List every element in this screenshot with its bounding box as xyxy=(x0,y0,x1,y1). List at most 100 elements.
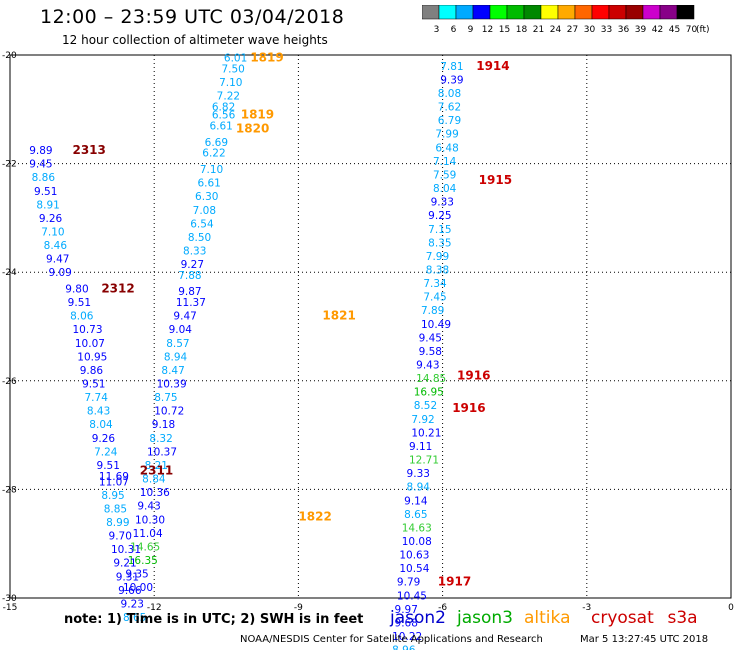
wave-height-label: 9.97 xyxy=(395,604,418,616)
wave-height-label: 8.47 xyxy=(161,365,184,377)
satellite-key-cryosat: cryosat xyxy=(591,608,654,628)
wave-height-label: 6.61 xyxy=(197,178,220,190)
generation-timestamp: Mar 5 13:27:45 UTC 2018 xyxy=(580,634,709,645)
wave-height-label: 10.54 xyxy=(399,563,429,575)
pass-time-label: 1820 xyxy=(236,121,269,135)
wave-height-label: 9.51 xyxy=(68,297,91,309)
wave-height-label: 9.33 xyxy=(407,468,430,480)
wave-height-label: 9.43 xyxy=(137,501,160,513)
y-tick-label: -30 xyxy=(2,594,17,604)
wave-height-label: 8.85 xyxy=(104,503,127,515)
y-tick-label: -22 xyxy=(2,160,17,170)
wave-height-label: 9.66 xyxy=(118,585,142,597)
wave-height-label: 10.22 xyxy=(392,631,422,643)
wave-height-label: 7.22 xyxy=(217,91,240,103)
wave-height-label: 6.22 xyxy=(202,148,225,160)
chart-title: 12:00 – 23:59 UTC 03/04/2018 xyxy=(40,6,345,28)
wave-height-label: 10.31 xyxy=(111,544,141,556)
wave-height-label: 8.04 xyxy=(433,183,457,195)
wave-height-label: 12.71 xyxy=(409,455,439,467)
wave-height-label: 9.45 xyxy=(419,332,442,344)
wave-height-label: 8.33 xyxy=(183,245,206,257)
chart-subtitle: 12 hour collection of altimeter wave hei… xyxy=(62,33,328,47)
wave-height-label: 9.25 xyxy=(428,210,451,222)
wave-height-label: 7.81 xyxy=(440,61,463,73)
wave-height-label: 10.63 xyxy=(399,550,429,562)
wave-height-label: 9.86 xyxy=(80,365,104,377)
wave-height-label: 7.34 xyxy=(423,278,447,290)
wave-height-label: 8.65 xyxy=(123,612,146,624)
x-tick-label: -15 xyxy=(3,603,18,613)
wave-height-label: 10.39 xyxy=(157,379,187,391)
colorbar-tick-label: 70 xyxy=(686,25,698,35)
wave-height-label: 14.85 xyxy=(416,373,446,385)
wave-height-label: 7.99 xyxy=(426,251,449,263)
wave-height-label: 9.47 xyxy=(46,254,69,266)
wave-height-label: 8.57 xyxy=(166,338,189,350)
x-tick-label: -6 xyxy=(438,603,447,613)
colorbar-tick-label: 30 xyxy=(584,25,596,35)
wave-height-label: 16.35 xyxy=(128,555,158,567)
wave-height-label: 9.26 xyxy=(92,433,116,445)
satellite-key-altika: altika xyxy=(524,608,571,628)
credit-line: NOAA/NESDIS Center for Satellite Applica… xyxy=(240,634,543,645)
wave-height-label: 9.26 xyxy=(39,213,63,225)
wave-height-label: 10.00 xyxy=(123,582,153,594)
wave-height-label: 6.30 xyxy=(195,191,218,203)
colorbar-tick-label: 9 xyxy=(468,25,474,35)
wave-height-label: 10.36 xyxy=(140,487,170,499)
wave-height-label: 8.08 xyxy=(438,88,461,100)
wave-height-label: 14.63 xyxy=(402,522,432,534)
wave-height-label: 7.10 xyxy=(200,164,223,176)
wave-height-label: 10.08 xyxy=(402,536,432,548)
wave-height-label: 7.89 xyxy=(421,305,444,317)
colorbar-tick-label: 12 xyxy=(482,25,493,35)
wave-height-label: 8.21 xyxy=(145,460,168,472)
wave-height-label: 6.82 xyxy=(212,102,235,114)
colorbar-legend: 3 6 9 12 15 18 21 24 27 30 33 36 39 42 45 70(ft) xyxy=(422,5,710,35)
wave-height-label: 8.43 xyxy=(87,406,110,418)
wave-height-label: 10.72 xyxy=(154,406,184,418)
wave-height-label: 9.23 xyxy=(121,598,144,610)
wave-height-label: 8.46 xyxy=(44,240,68,252)
wave-height-label: 9.45 xyxy=(29,159,52,171)
wave-height-label: 9.51 xyxy=(82,379,105,391)
wave-height-label: 6.69 xyxy=(205,137,228,149)
wave-height-label: 9.89 xyxy=(29,145,52,157)
wave-height-label: 8.95 xyxy=(101,490,124,502)
colorbar-tick-label: 24 xyxy=(550,25,562,35)
wave-height-label: 7.15 xyxy=(428,224,451,236)
wave-height-label: 6.54 xyxy=(190,218,214,230)
wave-height-label: 9.27 xyxy=(181,259,204,271)
wave-height-label: 9.87 xyxy=(178,286,201,298)
satellite-key-jason3: jason3 xyxy=(457,608,513,628)
y-tick-label: -28 xyxy=(2,485,17,495)
wave-height-label: 10.21 xyxy=(411,427,441,439)
colorbar-tick-label: 42 xyxy=(652,25,663,35)
wave-height-label: 9.51 xyxy=(97,460,120,472)
wave-height-label: 11.69 xyxy=(99,471,129,483)
wave-height-label: 7.10 xyxy=(41,226,64,238)
pass-time-label: 1916 xyxy=(457,368,490,382)
wave-height-label: 9.33 xyxy=(431,197,454,209)
colorbar-tick-label: 36 xyxy=(618,25,630,35)
wave-height-label: 9.58 xyxy=(419,346,442,358)
wave-height-label: 8.96 xyxy=(392,645,416,650)
wave-height-label: 8.04 xyxy=(89,419,113,431)
pass-time-label: 1821 xyxy=(322,309,355,323)
pass-time-label: 2313 xyxy=(72,143,105,157)
wave-height-label: 7.14 xyxy=(433,156,457,168)
wave-height-label: 6.01 xyxy=(224,53,247,65)
wave-height-label: 7.59 xyxy=(433,169,456,181)
wave-height-label: 10.73 xyxy=(72,324,102,336)
satellite-key-s3a: s3a xyxy=(667,608,698,628)
wave-height-label: 7.10 xyxy=(219,77,242,89)
wave-height-label: 9.18 xyxy=(152,419,175,431)
colorbar-tick-label: 15 xyxy=(499,25,510,35)
pass-time-label: 1819 xyxy=(241,108,274,122)
wave-height-label: 7.92 xyxy=(411,414,434,426)
wave-height-label: 9.47 xyxy=(173,311,196,323)
wave-height-label: 9.39 xyxy=(440,74,463,86)
colorbar-tick-label: 21 xyxy=(533,25,544,35)
